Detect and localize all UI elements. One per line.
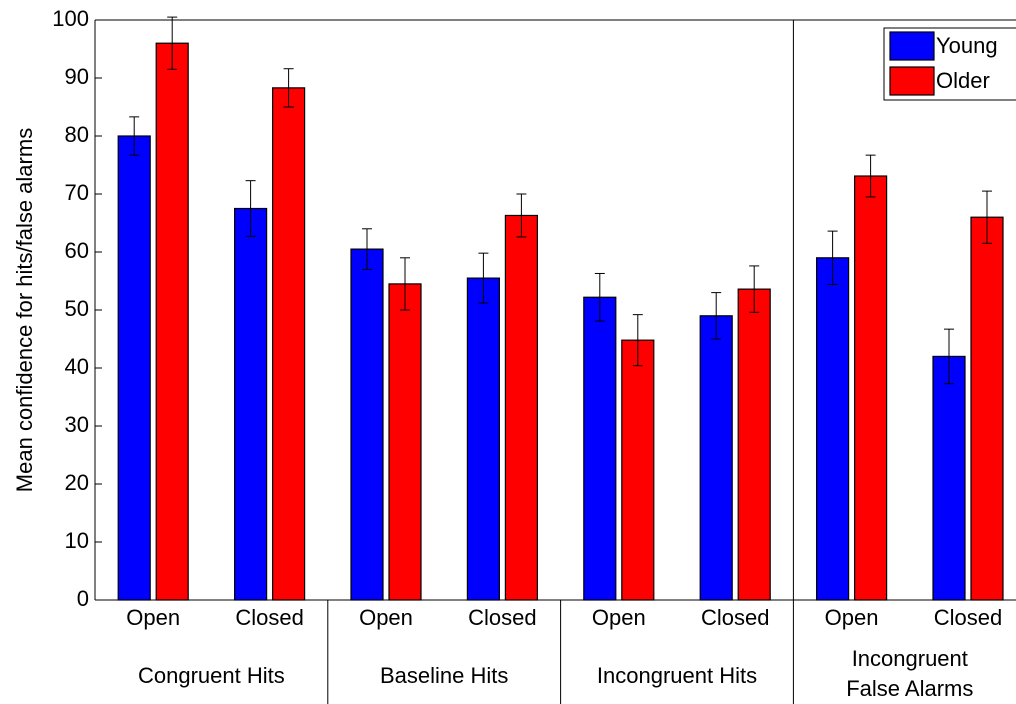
error-bar [400,257,410,311]
bar [466,277,500,601]
y-tick-label: 10 [65,528,89,553]
y-tick-label: 50 [65,296,89,321]
y-tick-label: 70 [65,180,89,205]
bar [737,288,771,601]
bar [815,257,850,601]
bar [932,355,966,601]
bar [155,42,189,601]
x-tick-label: Closed [468,605,536,630]
error-bar [711,292,722,340]
bar [970,216,1004,601]
group-label: Incongruent [852,646,968,671]
error-bar [129,116,140,156]
y-axis-label: Mean confidence for hits/false alarms [12,128,37,492]
x-tick-label: Closed [701,605,769,630]
x-tick-label: Open [359,605,413,630]
y-tick-label: 30 [65,412,89,437]
error-bar [982,190,992,244]
legend-label: Older [936,68,990,93]
group-label: False Alarms [846,676,973,701]
x-tick-label: Open [825,605,879,630]
y-tick-label: 90 [65,64,89,89]
group-label: Incongruent Hits [597,663,757,688]
error-bar [827,230,838,285]
x-tick-label: Open [126,605,180,630]
error-bar [865,154,876,198]
error-bar [283,68,294,108]
x-tick-label: Closed [235,605,303,630]
bar [234,207,268,601]
y-tick-label: 20 [65,470,89,495]
legend-swatch [889,66,935,96]
error-bar [478,252,489,304]
error-bar [362,228,372,270]
y-tick-label: 0 [77,586,89,611]
bar [699,315,733,601]
error-bar [749,265,760,313]
error-bar [632,314,643,367]
error-bar [594,272,605,322]
legend-swatch [889,31,935,61]
y-tick-label: 40 [65,354,89,379]
group-label: Baseline Hits [380,663,508,688]
y-tick-label: 100 [52,6,89,31]
group-label: Congruent Hits [138,663,285,688]
legend-label: Young [936,33,998,58]
error-bar [245,180,256,237]
bar [504,214,538,601]
bar [583,296,617,601]
y-tick-label: 60 [65,238,89,263]
bar [272,87,306,601]
bar [388,283,422,601]
x-tick-label: Open [592,605,646,630]
error-bar [516,193,527,238]
bar [853,175,888,601]
bar [621,339,655,601]
bar [117,135,151,601]
x-tick-label: Closed [934,605,1002,630]
y-tick-label: 80 [65,122,89,147]
error-bar [167,16,178,70]
error-bar [944,328,954,385]
bar [350,248,384,601]
